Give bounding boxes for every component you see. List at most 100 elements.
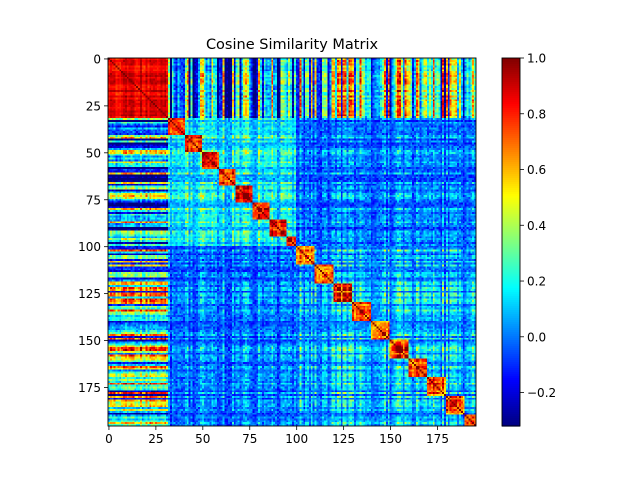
colorbar-step	[502, 70, 520, 73]
colorbar-step	[502, 108, 520, 111]
y-tick-label: 0	[93, 52, 101, 66]
colorbar-step	[502, 370, 520, 373]
colorbar-step	[502, 420, 520, 423]
y-tick-label: 25	[86, 99, 101, 113]
colorbar-step	[502, 246, 520, 249]
colorbar-tick-label: −0.2	[527, 386, 556, 400]
colorbar-step	[502, 296, 520, 299]
x-tick-label: 175	[426, 432, 449, 446]
colorbar-step	[502, 384, 520, 387]
colorbar-ticks: 1.0 0.8 0.6 0.4 0.2 0.0 −0.2	[520, 52, 556, 400]
colorbar-step	[502, 392, 520, 395]
colorbar-step	[502, 248, 520, 251]
colorbar-step	[502, 250, 520, 253]
colorbar-step	[502, 156, 520, 159]
colorbar-step	[502, 102, 520, 105]
colorbar-step	[502, 164, 520, 167]
x-tick-label: 75	[242, 432, 257, 446]
colorbar-step	[502, 390, 520, 393]
colorbar-step	[502, 408, 520, 411]
colorbar-step	[502, 112, 520, 115]
colorbar-step	[502, 240, 520, 243]
colorbar-step	[502, 116, 520, 119]
colorbar-step	[502, 424, 520, 427]
colorbar-step	[502, 294, 520, 297]
x-tick-label: 125	[332, 432, 355, 446]
colorbar-step	[502, 114, 520, 117]
colorbar-step	[502, 304, 520, 307]
colorbar-step	[502, 418, 520, 421]
colorbar-step	[502, 74, 520, 77]
colorbar-step	[502, 178, 520, 181]
colorbar-tick-label: 1.0	[527, 52, 546, 66]
colorbar-step	[502, 94, 520, 97]
colorbar-step	[502, 170, 520, 173]
colorbar-step	[502, 326, 520, 329]
colorbar-gradient	[502, 58, 520, 427]
colorbar-step	[502, 332, 520, 335]
colorbar-step	[502, 380, 520, 383]
colorbar-step	[502, 162, 520, 165]
colorbar-step	[502, 286, 520, 289]
colorbar-step	[502, 312, 520, 315]
colorbar-tick-label: 0.6	[527, 163, 546, 177]
colorbar-step	[502, 142, 520, 145]
colorbar-step	[502, 98, 520, 101]
colorbar-step	[502, 346, 520, 349]
x-tick-label: 0	[105, 432, 113, 446]
colorbar-step	[502, 316, 520, 319]
colorbar-step	[502, 342, 520, 345]
colorbar-step	[502, 328, 520, 331]
colorbar-step	[502, 290, 520, 293]
colorbar-step	[502, 416, 520, 419]
colorbar-step	[502, 136, 520, 139]
colorbar-step	[502, 404, 520, 407]
colorbar-step	[502, 378, 520, 381]
colorbar-step	[502, 60, 520, 63]
colorbar-step	[502, 196, 520, 199]
colorbar-step	[502, 280, 520, 283]
colorbar-step	[502, 272, 520, 275]
colorbar-step	[502, 82, 520, 85]
colorbar-step	[502, 260, 520, 263]
colorbar-step	[502, 90, 520, 93]
colorbar-step	[502, 282, 520, 285]
colorbar-step	[502, 320, 520, 323]
colorbar-step	[502, 262, 520, 265]
colorbar-step	[502, 400, 520, 403]
y-tick-label: 75	[86, 193, 101, 207]
colorbar-step	[502, 242, 520, 245]
colorbar-step	[502, 144, 520, 147]
colorbar-step	[502, 366, 520, 369]
colorbar-step	[502, 148, 520, 151]
colorbar-step	[502, 284, 520, 287]
colorbar-step	[502, 128, 520, 131]
y-axis: 0 25 50 75 100 125 150 175	[78, 52, 108, 395]
colorbar-step	[502, 360, 520, 363]
colorbar-step	[502, 100, 520, 103]
colorbar-step	[502, 276, 520, 279]
colorbar-step	[502, 324, 520, 327]
colorbar-step	[502, 396, 520, 399]
colorbar-step	[502, 386, 520, 389]
colorbar-step	[502, 278, 520, 281]
colorbar-step	[502, 122, 520, 125]
colorbar-step	[502, 92, 520, 95]
colorbar-step	[502, 146, 520, 149]
colorbar-frame	[501, 57, 521, 427]
x-tick-label: 50	[195, 432, 210, 446]
colorbar-step	[502, 348, 520, 351]
colorbar-step	[502, 96, 520, 99]
colorbar-step	[502, 198, 520, 201]
colorbar-step	[502, 306, 520, 309]
y-tick-label: 175	[78, 381, 101, 395]
colorbar-step	[502, 372, 520, 375]
colorbar-step	[502, 252, 520, 255]
colorbar-step	[502, 330, 520, 333]
colorbar-step	[502, 182, 520, 185]
colorbar-step	[502, 78, 520, 81]
colorbar-step	[502, 344, 520, 347]
colorbar-step	[502, 132, 520, 135]
colorbar-step	[502, 352, 520, 355]
colorbar-step	[502, 188, 520, 191]
